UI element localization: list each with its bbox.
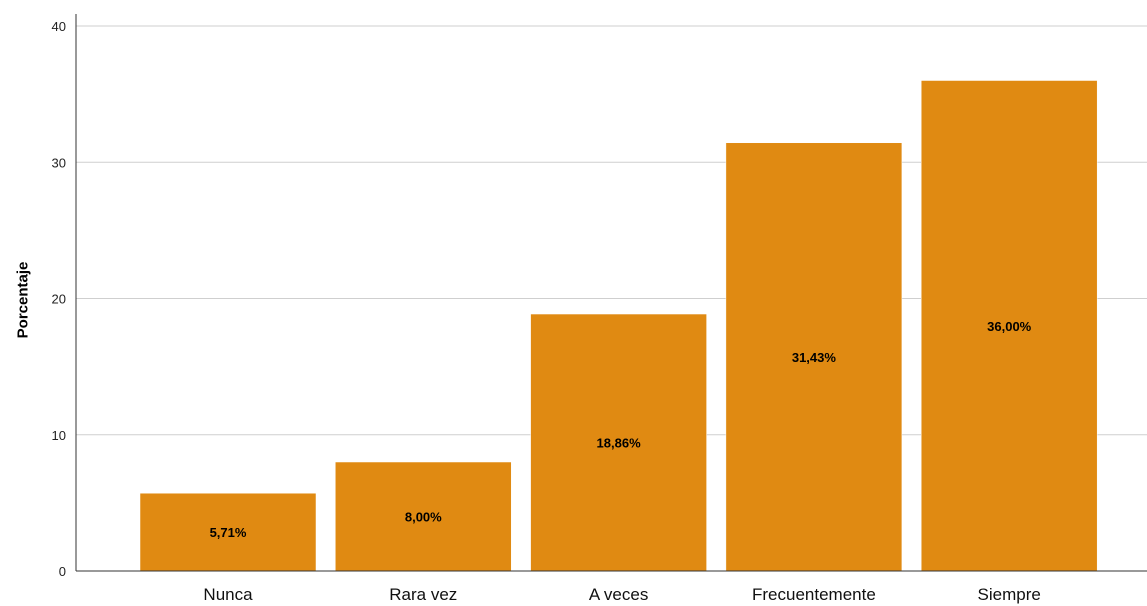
labels: 0 10 20 30 40 5,71% Nunca 8,00% Rara vez 18,86% A … (52, 19, 1041, 604)
y-tick-label-30: 30 (52, 155, 66, 170)
data-label-3: 31,43% (792, 350, 837, 365)
data-label-1: 8,00% (405, 510, 442, 525)
y-tick-label-40: 40 (52, 19, 66, 34)
bar-siempre (920, 80, 1098, 572)
y-tick-label-20: 20 (52, 292, 66, 307)
bar-nunca (139, 492, 317, 572)
data-label-0: 5,71% (210, 525, 247, 540)
bar-frecuentemente (725, 142, 903, 572)
x-tick-label-1: Rara vez (389, 585, 457, 604)
x-tick-label-3: Frecuentemente (752, 585, 876, 604)
x-tick-label-0: Nunca (203, 585, 253, 604)
data-label-4: 36,00% (987, 319, 1032, 334)
bars (139, 80, 1098, 572)
bar-a-veces (530, 313, 707, 572)
y-tick-label-0: 0 (59, 564, 66, 579)
data-label-2: 18,86% (597, 436, 642, 451)
x-tick-label-2: A veces (589, 585, 649, 604)
y-tick-label-10: 10 (52, 428, 66, 443)
axes (75, 14, 1147, 572)
x-tick-label-4: Siempre (978, 585, 1041, 604)
